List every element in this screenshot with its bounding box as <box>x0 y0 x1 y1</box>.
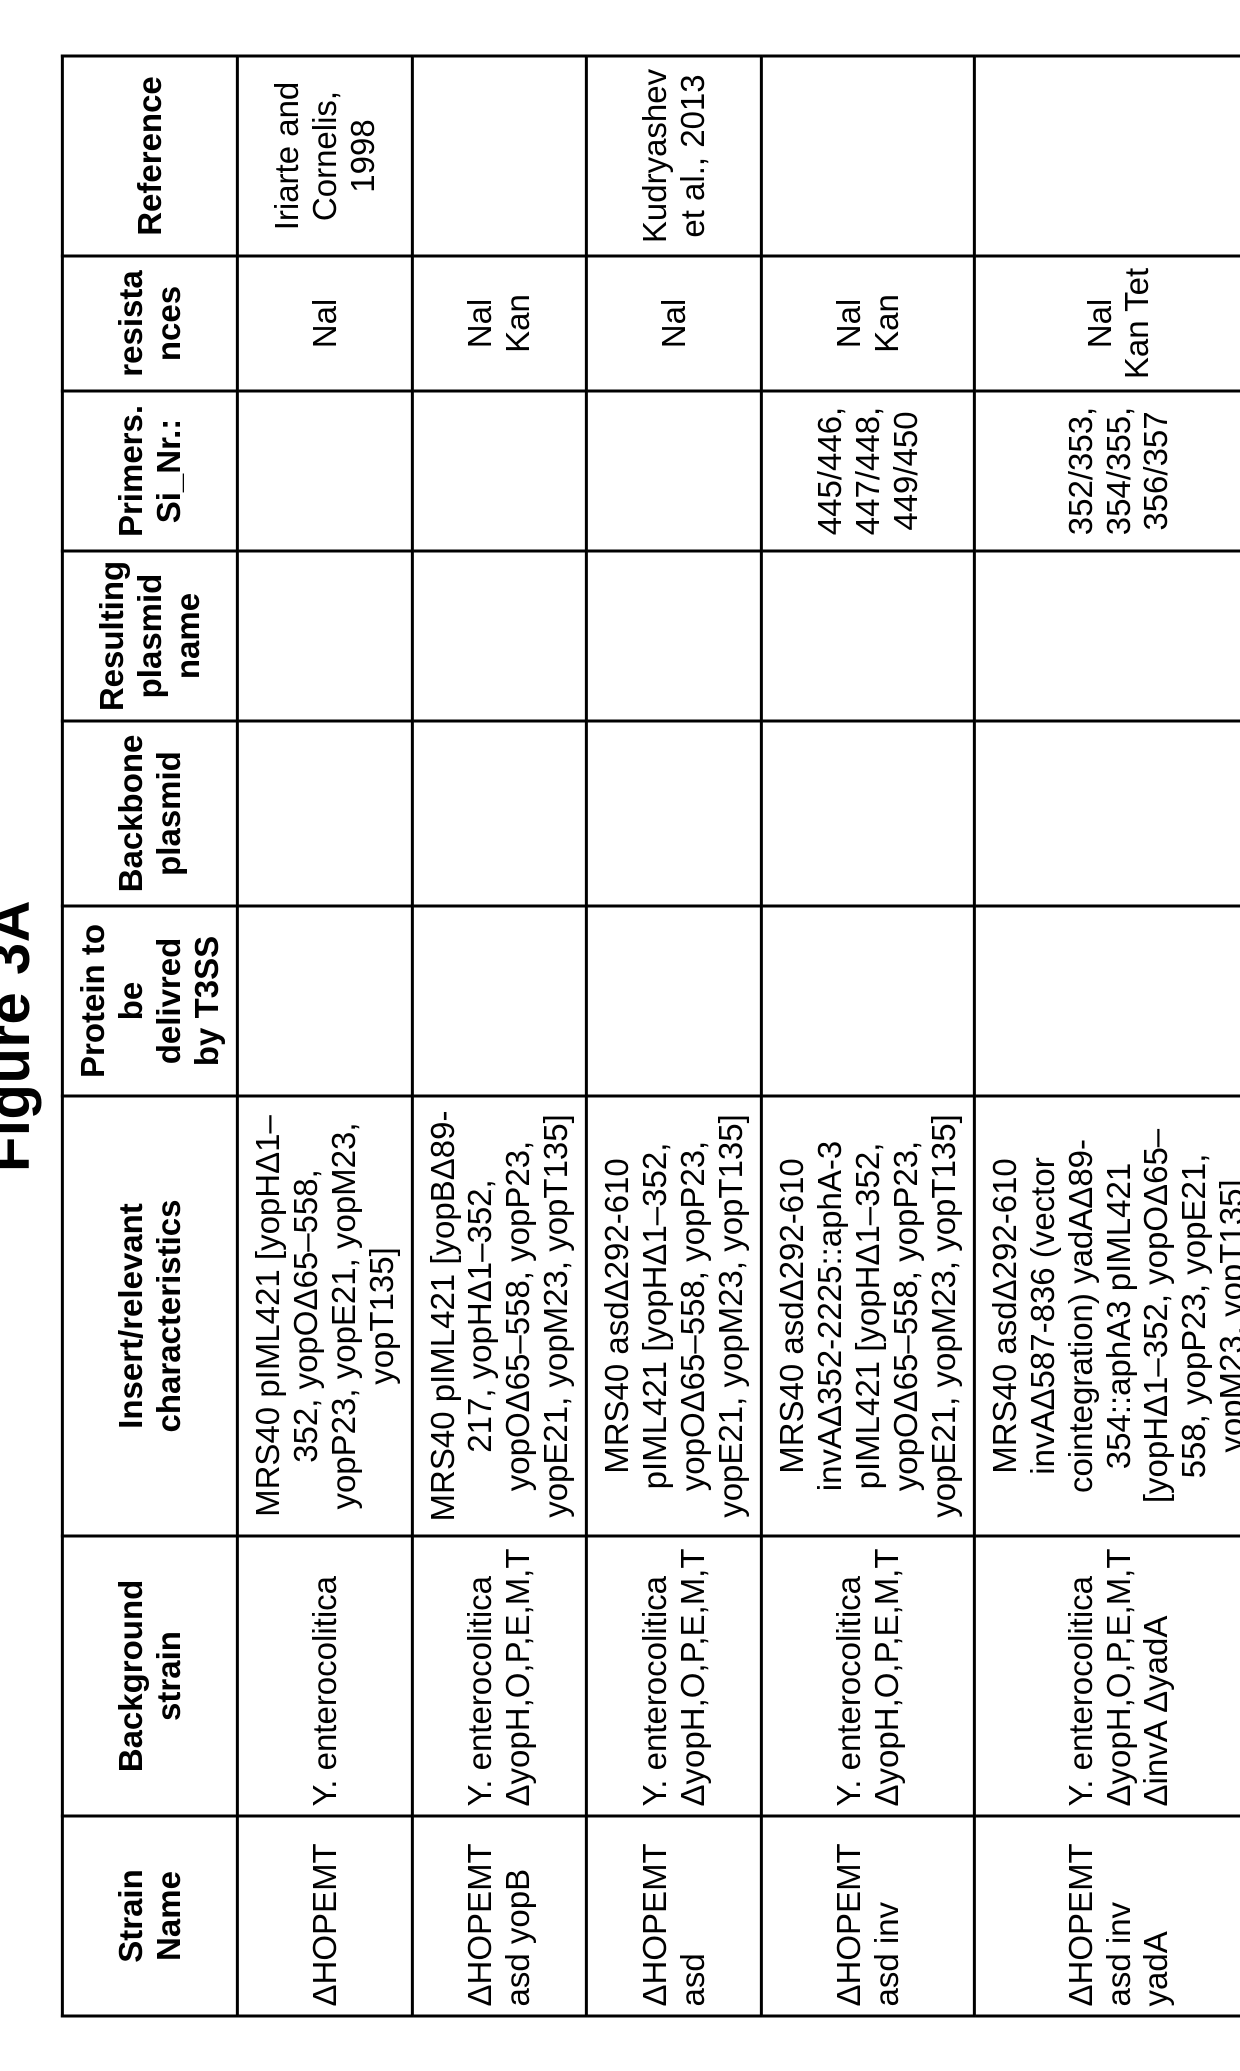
cell-background: Y. enterocolitica <box>237 1536 412 1816</box>
col-background: Background strain <box>62 1536 237 1816</box>
figure-label: Figure 3A <box>0 0 43 2071</box>
cell-strain: ΔHOPEMT asd <box>587 1816 762 2016</box>
table-row: ΔHOPEMT asd inv Y. enterocolitica ΔyopH,… <box>761 56 974 2016</box>
cell-strain: ΔHOPEMT <box>237 1816 412 2016</box>
cell-resulting <box>237 551 412 721</box>
col-backbone: Backbone plasmid <box>62 721 237 906</box>
table-header: Strain Name Background strain Insert/rel… <box>62 56 237 2016</box>
strain-table: Strain Name Background strain Insert/rel… <box>61 54 1240 2017</box>
header-row: Strain Name Background strain Insert/rel… <box>62 56 237 2016</box>
cell-primers <box>237 391 412 551</box>
cell-strain: ΔHOPEMT asd yopB <box>412 1816 587 2016</box>
cell-protein <box>761 906 974 1096</box>
cell-strain: ΔHOPEMT asd inv yadA <box>974 1816 1240 2016</box>
cell-backbone <box>412 721 587 906</box>
cell-primers: 352/353, 354/355, 356/357 <box>974 391 1240 551</box>
cell-ref <box>974 56 1240 256</box>
cell-ref: Kudryashev et al., 2013 <box>587 56 762 256</box>
col-resulting: Resulting plasmid name <box>62 551 237 721</box>
cell-background: Y. enterocolitica ΔyopH,O,P,E,M,T ΔinvA … <box>974 1536 1240 1816</box>
cell-backbone <box>237 721 412 906</box>
cell-background: Y. enterocolitica ΔyopH,O,P,E,M,T <box>761 1536 974 1816</box>
cell-protein <box>587 906 762 1096</box>
cell-insert: MRS40 asdΔ292-610 invAΔ352-2225::aphA-3 … <box>761 1096 974 1536</box>
cell-backbone <box>587 721 762 906</box>
cell-insert: MRS40 asdΔ292-610 pIML421 [yopHΔ1–352, y… <box>587 1096 762 1536</box>
cell-protein <box>412 906 587 1096</box>
col-insert: Insert/relevant characteristics <box>62 1096 237 1536</box>
cell-strain: ΔHOPEMT asd inv <box>761 1816 974 2016</box>
cell-ref <box>412 56 587 256</box>
cell-primers: 445/446, 447/448, 449/450 <box>761 391 974 551</box>
table-row: ΔHOPEMT asd yopB Y. enterocolitica ΔyopH… <box>412 56 587 2016</box>
cell-resulting <box>761 551 974 721</box>
cell-primers <box>587 391 762 551</box>
col-resist: resista nces <box>62 256 237 391</box>
cell-resist: Nal <box>237 256 412 391</box>
cell-resist: Nal Kan <box>761 256 974 391</box>
cell-backbone <box>761 721 974 906</box>
table-row: ΔHOPEMT Y. enterocolitica MRS40 pIML421 … <box>237 56 412 2016</box>
cell-primers <box>412 391 587 551</box>
table-row: ΔHOPEMT asd Y. enterocolitica ΔyopH,O,P,… <box>587 56 762 2016</box>
cell-resist: Nal <box>587 256 762 391</box>
table-row: ΔHOPEMT asd inv yadA Y. enterocolitica Δ… <box>974 56 1240 2016</box>
rotated-container: Figure 3A Strain Name Background strain … <box>0 0 1240 2071</box>
cell-resist: Nal Kan Tet <box>974 256 1240 391</box>
cell-resist: Nal Kan <box>412 256 587 391</box>
cell-resulting <box>412 551 587 721</box>
col-ref: Reference <box>62 56 237 256</box>
cell-backbone <box>974 721 1240 906</box>
cell-ref <box>761 56 974 256</box>
cell-insert: MRS40 pIML421 [yopHΔ1–352, yopOΔ65–558, … <box>237 1096 412 1536</box>
cell-protein <box>974 906 1240 1096</box>
cell-insert: MRS40 pIML421 [yopBΔ89-217, yopHΔ1–352, … <box>412 1096 587 1536</box>
col-primers: Primers. Si_Nr.: <box>62 391 237 551</box>
col-strain: Strain Name <box>62 1816 237 2016</box>
cell-background: Y. enterocolitica ΔyopH,O,P,E,M,T <box>587 1536 762 1816</box>
cell-resulting <box>974 551 1240 721</box>
cell-resulting <box>587 551 762 721</box>
cell-protein <box>237 906 412 1096</box>
table-body: ΔHOPEMT Y. enterocolitica MRS40 pIML421 … <box>237 56 1240 2016</box>
cell-ref: Iriarte and Cornelis, 1998 <box>237 56 412 256</box>
cell-background: Y. enterocolitica ΔyopH,O,P,E,M,T <box>412 1536 587 1816</box>
col-protein: Protein to be delivred by T3SS <box>62 906 237 1096</box>
cell-insert: MRS40 asdΔ292-610 invAΔ587-836 (vector c… <box>974 1096 1240 1536</box>
